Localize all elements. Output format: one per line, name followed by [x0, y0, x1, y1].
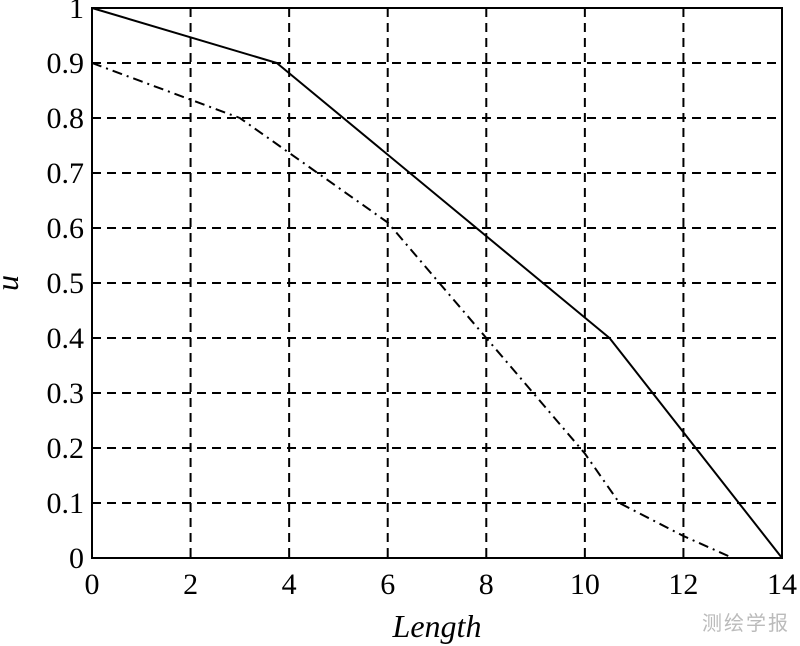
y-tick-label: 0.6 [47, 212, 85, 245]
y-tick-label: 0.9 [47, 47, 85, 80]
y-tick-label: 0.8 [47, 102, 85, 135]
y-tick-label: 0.7 [47, 157, 85, 190]
y-tick-label: 0.5 [47, 267, 85, 300]
y-tick-label: 0.3 [47, 377, 85, 410]
x-tick-label: 2 [183, 568, 198, 601]
series-lines [91, 7, 783, 559]
x-tick-label: 10 [570, 568, 600, 601]
x-tick-label: 8 [479, 568, 494, 601]
y-tick-label: 0.4 [47, 322, 85, 355]
x-tick-label: 12 [668, 568, 698, 601]
x-tick-label: 0 [85, 568, 100, 601]
y-tick-label: 0 [69, 542, 84, 575]
x-tick-label: 14 [767, 568, 797, 601]
y-tick-label: 0.2 [47, 432, 85, 465]
y-tick-label: 0.1 [47, 487, 85, 520]
journal-watermark: 测绘学报 [702, 611, 790, 635]
plot-area-frame [91, 7, 783, 559]
x-tick-label: 4 [282, 568, 297, 601]
series-line-2-dashdot [91, 62, 734, 559]
y-tick-label: 1 [69, 0, 84, 25]
grid-lines [92, 8, 782, 558]
x-tick-label: 6 [380, 568, 395, 601]
y-axis-title: u [0, 275, 25, 291]
x-axis-title: Length [392, 608, 482, 644]
series-line-1-solid [91, 7, 783, 559]
y-tick-labels: 0 0.1 0.2 0.3 0.4 0.5 0.6 0.7 0.8 0.9 1 [47, 0, 85, 575]
x-tick-labels: 0 2 4 6 8 10 12 14 [85, 568, 798, 601]
